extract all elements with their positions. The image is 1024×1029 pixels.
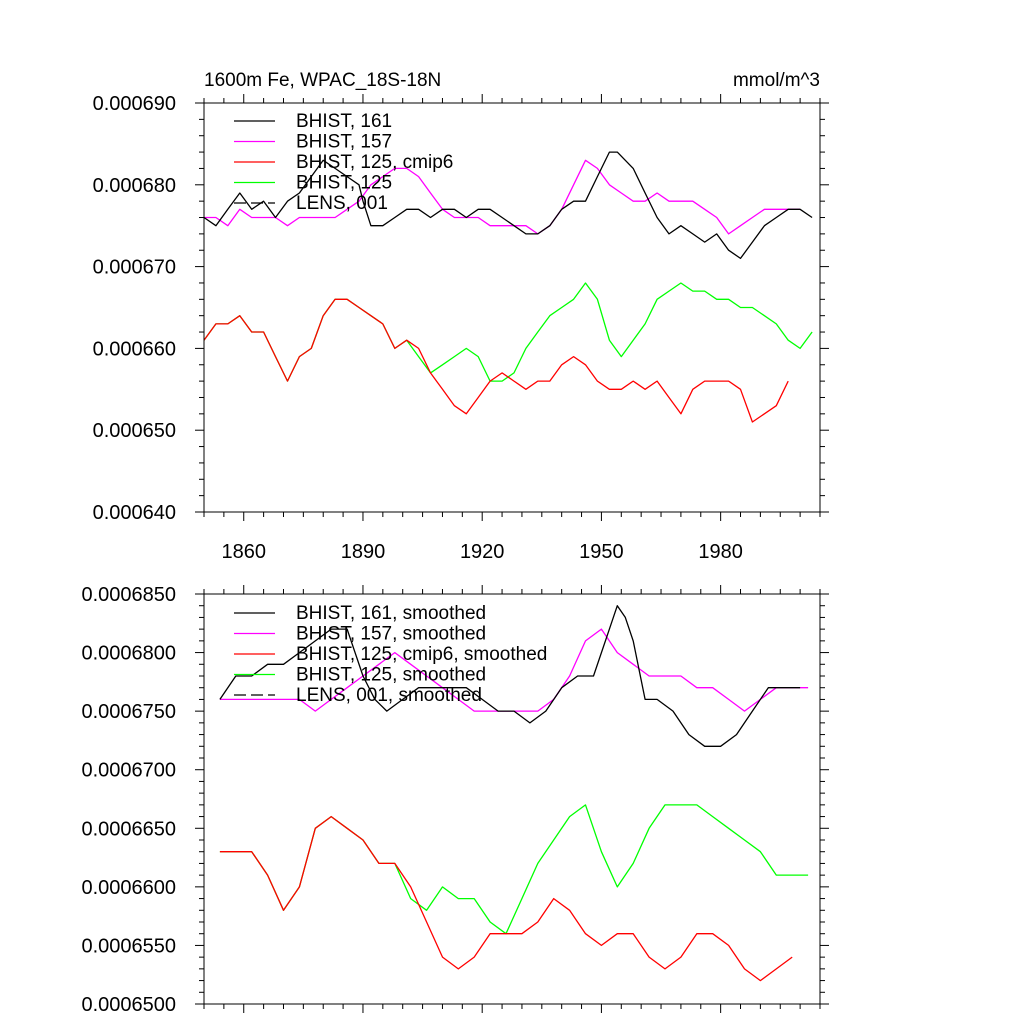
series-line-bhist-157	[204, 159, 801, 235]
y-tick-label: 0.0006550	[81, 935, 176, 957]
y-tick-label: 0.0006800	[81, 643, 176, 665]
axis-ticks	[195, 585, 829, 1013]
y-tick-label: 0.0006600	[81, 877, 176, 899]
legend-label: BHIST, 125, cmip6, smoothed	[296, 644, 547, 665]
y-axis-tick-labels: 0.0006500 0.0006550 0.0006600 0.0006650 0.00…	[81, 584, 176, 1016]
y-tick-label: 0.0006500	[81, 994, 176, 1016]
y-axis-tick-labels: 0.000640 0.000650 0.000660 0.000670 0.000680…	[93, 93, 176, 524]
legend-label: BHIST, 161	[296, 111, 392, 132]
y-tick-label: 0.000660	[93, 338, 176, 360]
y-tick-label: 0.0006850	[81, 584, 176, 606]
legend-label: BHIST, 161, smoothed	[296, 603, 486, 624]
series-line-bhist-161	[203, 151, 813, 260]
series-line-bhist-125-cmip6	[219, 815, 793, 982]
legend-label: BHIST, 125, cmip6	[296, 152, 453, 173]
plot-frame	[203, 593, 821, 1005]
y-tick-label: 0.0006650	[81, 818, 176, 840]
legend-label: BHIST, 125	[296, 173, 392, 194]
x-tick-label: 1890	[341, 541, 386, 563]
y-tick-label: 0.000670	[93, 257, 176, 279]
axis-ticks	[195, 94, 829, 521]
series-line-bhist-125-cmip6	[203, 298, 789, 423]
plot-lines	[219, 605, 809, 982]
y-tick-label: 0.000690	[93, 93, 176, 115]
top-panel: 1600m Fe, WPAC_18S-18N mmol/m^3 0.000640…	[93, 70, 829, 563]
legend-label: LENS, 001	[296, 193, 388, 214]
legend-label: BHIST, 157	[296, 132, 392, 153]
plot-lines	[203, 151, 813, 423]
series-line-bhist-161	[219, 605, 801, 747]
x-tick-label: 1920	[460, 541, 505, 563]
y-tick-label: 0.0006750	[81, 701, 176, 723]
units-label: mmol/m^3	[733, 70, 820, 91]
x-tick-label: 1860	[221, 541, 266, 563]
legend-label: BHIST, 125, smoothed	[296, 665, 486, 686]
y-tick-label: 0.000680	[93, 175, 176, 197]
x-tick-label: 1950	[579, 541, 624, 563]
bottom-panel: 0.0006500 0.0006550 0.0006600 0.0006650 0.00…	[81, 584, 829, 1016]
legend-label: LENS, 001, smoothed	[296, 685, 482, 706]
y-tick-label: 0.000650	[93, 420, 176, 442]
legend-label: BHIST, 157, smoothed	[296, 624, 486, 645]
plot-frame	[203, 102, 821, 513]
x-axis-tick-labels: 1860 1890 1920 1950 1980	[221, 541, 742, 563]
y-tick-label: 0.000640	[93, 502, 176, 524]
y-tick-label: 0.0006700	[81, 760, 176, 782]
x-tick-label: 1980	[698, 541, 743, 563]
chart-title: 1600m Fe, WPAC_18S-18N	[204, 70, 441, 91]
